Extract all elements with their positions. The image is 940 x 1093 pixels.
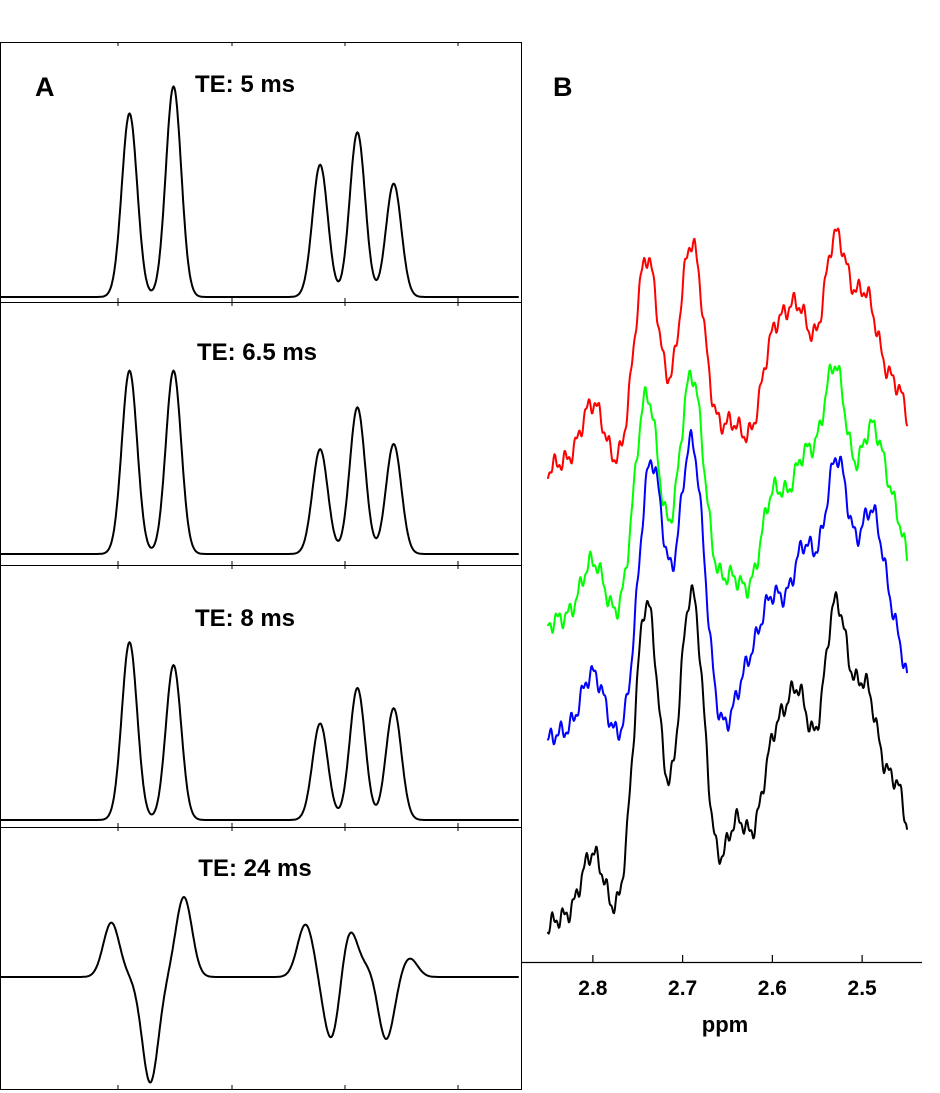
panel-a-spectrum-2: [0, 369, 519, 555]
x-tick-label: 2.8: [578, 977, 608, 1000]
te-label-3: TE: 8 ms: [195, 605, 295, 632]
x-tick-label: 2.7: [668, 977, 697, 1000]
x-tick-label: 2.6: [758, 977, 787, 1000]
te-label-2: TE: 6.5 ms: [197, 339, 317, 366]
panel-a-spectrum-4: [0, 896, 519, 1084]
panel-a-letter: A: [35, 72, 55, 102]
panel-a: A TE: 5 ms TE: 6.5 ms TE: 8 ms TE: 24 ms: [0, 42, 522, 1090]
panel-a-spectrum-1: [0, 85, 519, 298]
panel-b: B 2.8 2.7 2.6 2.5 ppm: [522, 72, 922, 1037]
panel-b-spectrum-green: [547, 363, 908, 634]
panel-b-spectrum-black: [547, 584, 908, 935]
te-label-4: TE: 24 ms: [198, 855, 311, 882]
panel-b-letter: B: [553, 72, 573, 102]
panel-b-spectrum-blue: [547, 429, 908, 746]
x-tick-label: 2.5: [848, 977, 878, 1000]
x-axis-label: ppm: [702, 1012, 748, 1037]
panel-a-spectrum-3: [0, 641, 519, 821]
te-label-1: TE: 5 ms: [195, 71, 295, 98]
panel-b-spectrum-red: [547, 227, 908, 479]
panel-a-frame-4: [0, 827, 522, 1090]
